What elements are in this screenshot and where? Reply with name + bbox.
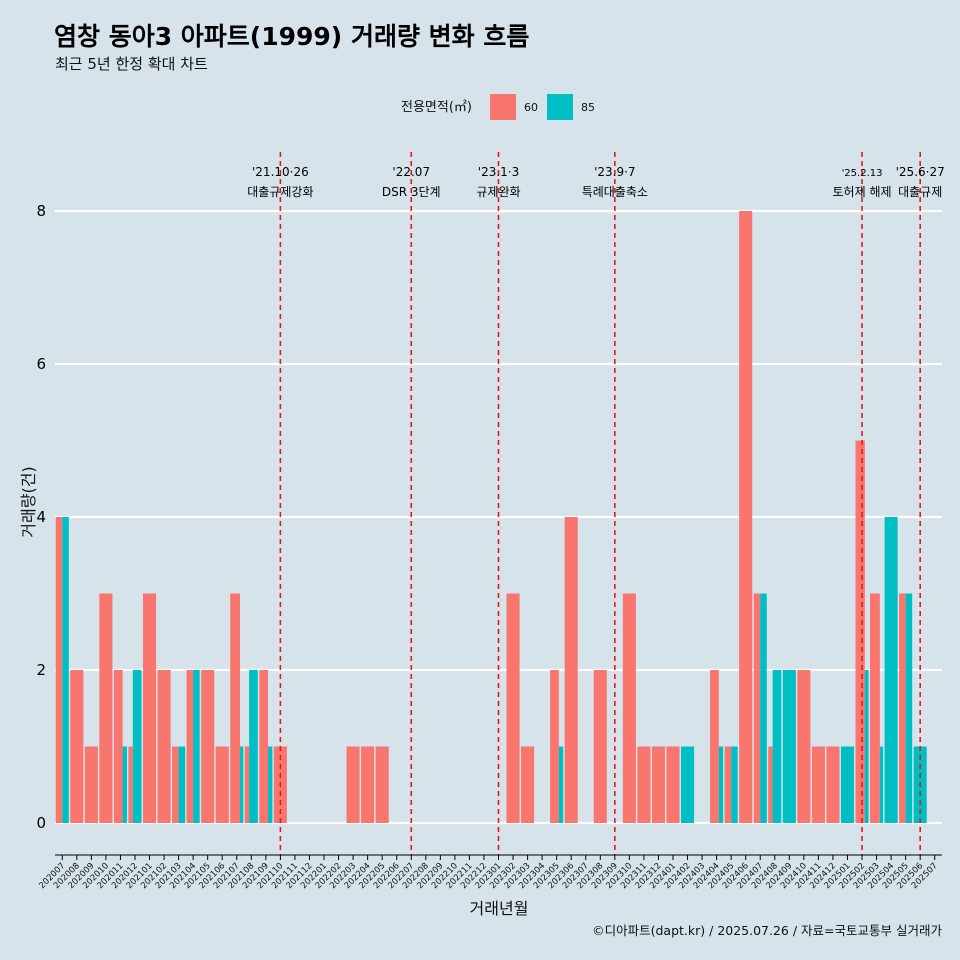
- bar-60-202106: [215, 746, 229, 823]
- event-date: '23.1·3: [478, 165, 519, 179]
- bar-85-202503: [879, 746, 884, 823]
- y-tick-label: 4: [36, 508, 46, 526]
- bar-60-202308: [593, 670, 607, 823]
- bar-60-202205: [375, 746, 389, 823]
- bar-60-202203: [346, 746, 360, 823]
- event-date: '25.6·27: [896, 165, 945, 179]
- bar-85-202109: [268, 746, 273, 823]
- event-date: '23.9·7: [594, 165, 635, 179]
- bar-85-202408: [772, 670, 782, 823]
- bar-85-202007: [62, 517, 69, 823]
- bar-60-202411: [811, 746, 825, 823]
- event-label: 대출규제강화: [247, 185, 313, 199]
- event-date: '25.2.13: [842, 168, 883, 179]
- bar-60-202310: [622, 593, 636, 823]
- bar-85-202305: [558, 746, 564, 823]
- bar-85-202504: [884, 517, 898, 823]
- legend-label-60: 60: [524, 101, 538, 114]
- chart-title: 염창 동아3 아파트(1999) 거래량 변화 흐름: [54, 22, 529, 51]
- x-axis-label: 거래년월: [470, 899, 529, 918]
- bar-85-202011: [122, 746, 127, 823]
- event-date: '22.07: [392, 165, 430, 179]
- event-markers: '21.10·26 대출규제강화 '22.07 DSR 3단계 '23.1·3 규제완화 '…: [247, 152, 945, 855]
- bar-85-202107: [240, 746, 244, 823]
- bar-60-202103: [172, 746, 179, 823]
- bar-60-202407: [753, 593, 761, 823]
- bar-60-202009: [84, 746, 98, 823]
- y-tick-label: 0: [36, 814, 46, 832]
- bar-85-202104: [193, 670, 200, 823]
- bar-60-202306: [564, 517, 578, 823]
- bar-85-202502: [864, 670, 869, 823]
- bar-85-202404: [718, 746, 724, 823]
- bar-60-202011: [113, 670, 123, 823]
- legend-label-85: 85: [581, 101, 595, 114]
- chart-subtitle: 최근 5년 한정 확대 차트: [55, 55, 208, 73]
- bar-85-202012: [132, 670, 142, 823]
- bar-60-202303: [521, 746, 535, 823]
- bar-60-202410: [797, 670, 811, 823]
- y-tick-label: 8: [36, 202, 46, 220]
- bar-60-202503: [870, 593, 880, 823]
- bar-60-202101: [142, 593, 157, 823]
- bar-60-202412: [826, 746, 840, 823]
- bar-60-202010: [99, 593, 113, 823]
- y-tick-label: 6: [36, 355, 46, 373]
- legend-title: 전용면적(㎡): [401, 100, 472, 115]
- bar-85-202103: [178, 746, 186, 823]
- bar-60-202012: [128, 746, 133, 823]
- bar-85-202501: [840, 746, 855, 823]
- bar-60-202105: [201, 670, 215, 823]
- bar-60-202109: [259, 670, 269, 823]
- event-date: '21.10·26: [252, 165, 309, 179]
- bar-85-202409: [782, 670, 796, 823]
- bar-60-202104: [186, 670, 194, 823]
- bar-85-202405: [731, 746, 738, 823]
- y-tick-label: 2: [36, 661, 46, 679]
- bar-60-202102: [157, 670, 171, 823]
- bar-85-202108: [249, 670, 258, 823]
- bar-85-202505: [905, 593, 913, 823]
- bar-60-202505: [899, 593, 906, 823]
- bar-60-202107: [230, 593, 241, 823]
- bar-60-202405: [724, 746, 732, 823]
- bar-60-202406: [739, 211, 753, 823]
- bar-85-202407: [760, 593, 767, 823]
- bar-60-202008: [70, 670, 84, 823]
- event-label: 특례대출축소: [582, 185, 648, 199]
- x-axis: 2020072020082020092020102020112020122021…: [37, 854, 942, 891]
- bar-60-202204: [361, 746, 375, 823]
- bar-60-202502: [855, 440, 865, 823]
- bar-60-202305: [550, 670, 559, 823]
- bar-60-202302: [506, 593, 520, 823]
- bar-60-202311: [637, 746, 651, 823]
- bar-60-202408: [768, 746, 773, 823]
- bar-60-202312: [651, 746, 665, 823]
- event-label: DSR 3단계: [382, 185, 441, 199]
- bar-60-202007: [55, 517, 63, 823]
- bar-85-202402: [680, 746, 695, 823]
- event-label: 토허제 해제: [833, 185, 892, 199]
- bar-60-202401: [666, 746, 680, 823]
- event-label: 대출규제: [898, 185, 942, 199]
- legend: 전용면적(㎡) 60 85: [401, 94, 595, 120]
- caption: ©디아파트(dapt.kr) / 2025.07.26 / 자료=국토교통부 실…: [592, 923, 942, 938]
- bars: [55, 211, 927, 823]
- bar-60-202108: [244, 746, 250, 823]
- legend-swatch-85: [547, 94, 573, 120]
- legend-swatch-60: [490, 94, 516, 120]
- y-axis-label: 거래량(건): [19, 466, 38, 537]
- y-tick-labels: 0 2 4 6 8: [36, 202, 46, 832]
- bar-60-202404: [710, 670, 719, 823]
- event-label: 규제완화: [476, 185, 520, 199]
